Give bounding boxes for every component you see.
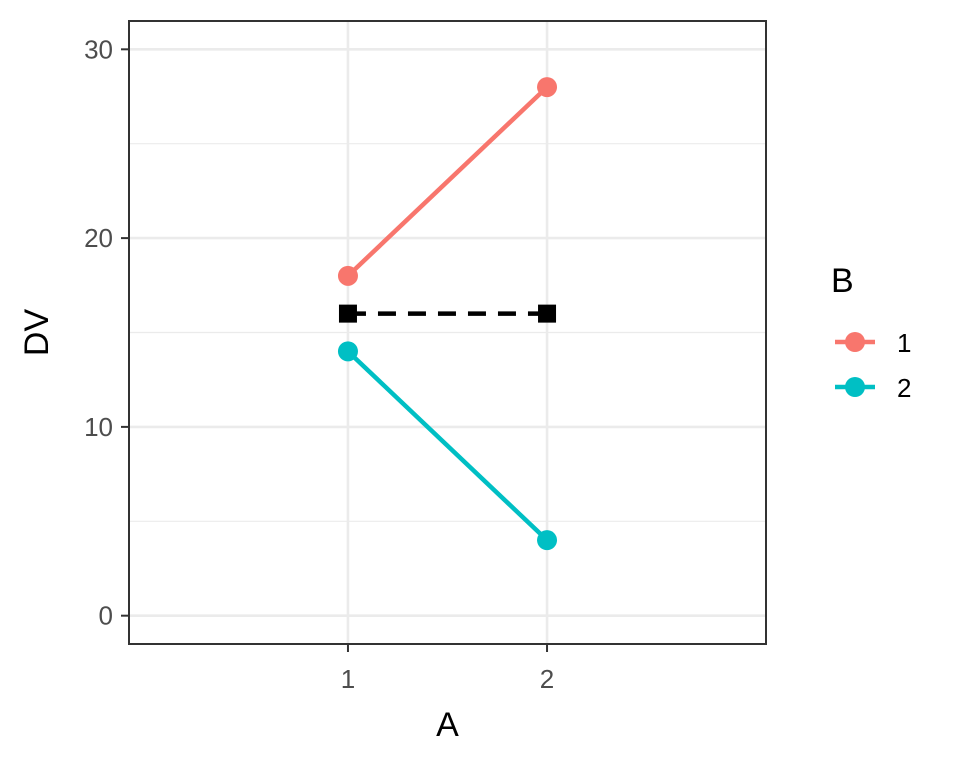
plot-panel-border: [128, 20, 767, 645]
axes: 0 10 20 30 1 2: [84, 34, 554, 694]
series-point-3-2: [538, 304, 557, 323]
y-tick-label: 0: [99, 601, 113, 631]
series-line-1: [346, 85, 549, 278]
y-tick-label: 20: [84, 223, 113, 253]
series-point-1-1: [337, 265, 358, 286]
x-tick-label: 2: [540, 664, 554, 694]
y-tick-label: 30: [84, 34, 113, 64]
data-series: [337, 77, 558, 551]
series-line-2: [346, 349, 549, 542]
series-point-2-2: [537, 530, 558, 551]
x-axis-title: A: [436, 706, 459, 744]
y-tick-label: 10: [84, 412, 113, 442]
legend-label-2: 2: [897, 373, 911, 403]
legend: B 1 2: [831, 262, 911, 403]
y-axis-title: DV: [18, 309, 56, 357]
legend-title: B: [831, 262, 854, 300]
series-point-1-2: [537, 77, 558, 98]
legend-key-point-2: [845, 377, 865, 397]
grid-lines: [129, 21, 766, 644]
x-tick-label: 1: [341, 664, 355, 694]
legend-key-point-1: [845, 332, 865, 352]
legend-label-1: 1: [897, 328, 911, 358]
series-point-3-1: [338, 304, 357, 323]
series-point-2-1: [337, 341, 358, 362]
